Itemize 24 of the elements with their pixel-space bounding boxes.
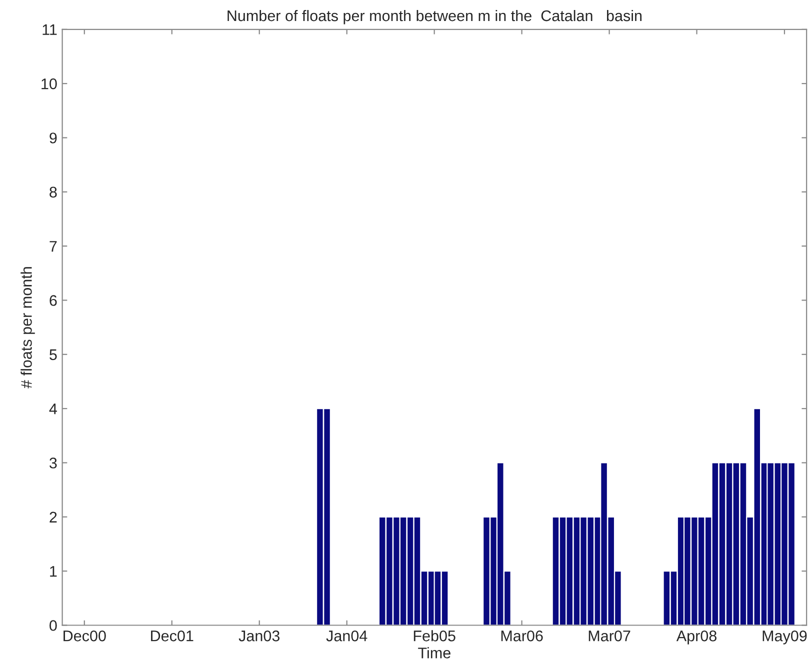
x-tick-label: Mar07	[588, 630, 630, 642]
x-tick-label: Jan04	[326, 630, 368, 642]
y-axis-title: # floats per month	[20, 267, 35, 388]
y-tick-label: 9	[50, 132, 57, 144]
y-tick-label: 7	[50, 241, 57, 252]
y-tick-label: 11	[42, 24, 57, 35]
y-tick-label: 6	[50, 295, 57, 306]
x-tick-label: May09	[762, 630, 807, 644]
y-tick-label: 0	[50, 620, 57, 631]
y-tick-label: 8	[50, 186, 57, 198]
y-tick-label: 4	[49, 404, 57, 414]
x-tick-label: Apr08	[676, 630, 716, 644]
y-tick-label: 3	[50, 458, 57, 468]
x-tick-label: Feb05	[414, 630, 456, 642]
x-tick-label: Mar06	[501, 630, 543, 642]
y-tick-label: 2	[50, 512, 57, 522]
x-tick-label: Dec00	[64, 630, 106, 642]
x-tick-label: Dec01	[151, 630, 194, 642]
x-axis-title: Time	[418, 647, 450, 658]
y-tick-label: 10	[42, 78, 57, 90]
y-tick-label: 5	[50, 349, 57, 360]
x-tick-label: Jan03	[238, 630, 280, 642]
chart-title: Number of floats per month between m in the Catalan basin	[228, 10, 642, 24]
y-tick-label: 1	[50, 566, 57, 577]
